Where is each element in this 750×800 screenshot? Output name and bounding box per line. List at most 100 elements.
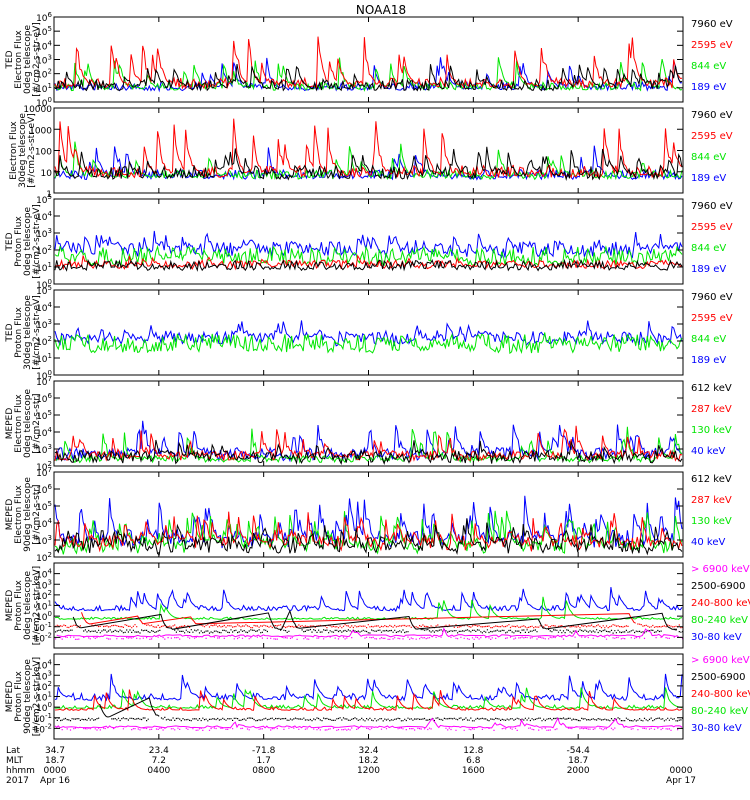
panel-8-series-4-dots bbox=[55, 716, 684, 722]
panel-7-series-2 bbox=[54, 596, 683, 620]
panel-8-series-2 bbox=[55, 687, 683, 710]
panel-3-series-3 bbox=[55, 254, 683, 271]
panel-5-series-4 bbox=[54, 439, 683, 466]
panel-5-legend-4: 40 keV bbox=[691, 446, 725, 457]
x-axis-labels: Lat 34.7 23.4 -71.8 32.4 12.8 -54.4 MLT 18.7 7.2 1… bbox=[6, 746, 696, 786]
panel-2: 1 10 100 1000 10000 Electron Flux 30deg telesc… bbox=[9, 105, 733, 200]
panel-2-ytick-label-0: 1 bbox=[46, 190, 52, 200]
panel-6-ytick-label-0: 102 bbox=[36, 551, 52, 564]
xaxis-row-3-tick-6: 0000 bbox=[670, 766, 693, 776]
xaxis-row-label-4: 2017 bbox=[6, 776, 29, 786]
panel-4-legend-4: 189 eV bbox=[691, 355, 726, 366]
panel-6-legend-2: 287 keV bbox=[691, 495, 732, 506]
panel-8-ylabel-4: [#/cm2-s-str-keV] bbox=[32, 657, 42, 736]
panel-8-legend-3: 240-800 keV bbox=[691, 689, 750, 700]
panel-2-series-4 bbox=[54, 146, 683, 181]
xaxis-row-1-tick-0: 34.7 bbox=[45, 746, 65, 756]
xaxis-row-3-tick-2: 0800 bbox=[252, 766, 275, 776]
panel-7-series-4-dots bbox=[55, 628, 684, 634]
panel-7-ylabel-3: 0deg telescope bbox=[23, 571, 33, 641]
panel-8-series-4 bbox=[99, 697, 160, 718]
panel-7-ylabel-4: [#/cm2-s-str-keV] bbox=[32, 566, 42, 645]
panel-7-series-4 bbox=[72, 609, 678, 630]
xaxis-row-2-tick-0: 18.7 bbox=[45, 756, 65, 766]
panel-1-ylabel-2: Electron Flux bbox=[14, 30, 24, 89]
panel-4-series-2 bbox=[54, 332, 683, 355]
xaxis-row-3-tick-4: 1600 bbox=[462, 766, 485, 776]
xaxis-row-2-tick-3: 18.2 bbox=[358, 756, 378, 766]
panel-5-legend-3: 130 keV bbox=[691, 425, 732, 436]
panel-7-series-5-dots bbox=[55, 636, 684, 640]
panel-6-ylabel-4: [#/cm2-s-str] bbox=[32, 484, 42, 544]
panel-6-series-1 bbox=[54, 495, 683, 549]
panel-7-series-5 bbox=[56, 627, 679, 638]
panel-7-legend-5: 30-80 keV bbox=[691, 632, 742, 643]
panel-2-ylabel-3: [#/cm2-s-str-eV] bbox=[27, 113, 37, 188]
panel-2-ytick-label-3: 1000 bbox=[29, 126, 52, 136]
panel-5-legend-1: 612 keV bbox=[691, 383, 732, 394]
panel-2-ylabel-1: Electron Flux bbox=[9, 121, 19, 180]
panel-6-series-2 bbox=[54, 510, 683, 555]
xaxis-row-3-tick-0: 0000 bbox=[44, 766, 67, 776]
xaxis-row-label-3: hhmm bbox=[6, 766, 35, 776]
panel-4-ylabel-2: Proton Flux bbox=[14, 307, 24, 358]
panel-2-ylabel-2: 30deg telescope bbox=[18, 113, 28, 188]
panel-4-series-1 bbox=[54, 320, 683, 347]
panel-6-legend-4: 40 keV bbox=[691, 537, 725, 548]
panel-8-ylabel-3: 90deg telescope bbox=[23, 659, 33, 734]
panel-2-frame bbox=[53, 107, 684, 194]
xaxis-row-1-tick-2: -71.8 bbox=[252, 746, 276, 756]
xaxis-row-3-tick-1: 0400 bbox=[147, 766, 170, 776]
panel-5-ylabel-4: [#/cm2-s-str] bbox=[32, 393, 42, 453]
panel-1-ylabel-4: [#/cm2-s-str-eV] bbox=[32, 22, 42, 97]
panel-8-series-1 bbox=[54, 673, 683, 702]
xaxis-row-2-tick-5: 18.7 bbox=[568, 756, 588, 766]
panel-6-legend-3: 130 keV bbox=[691, 516, 732, 527]
panel-8-legend-2: 2500-6900 bbox=[691, 672, 746, 683]
panel-2-legend-1: 7960 eV bbox=[691, 110, 733, 121]
panel-7-series-3 bbox=[81, 612, 636, 625]
panel-3-ytick-label-5: 105 bbox=[36, 193, 52, 206]
panel-2-legend-3: 844 eV bbox=[691, 152, 726, 163]
panel-1-series-4 bbox=[55, 64, 683, 92]
panel-3-legend-1: 7960 eV bbox=[691, 201, 733, 212]
panel-4-ylabel-4: [#/cm2-s-str-eV] bbox=[32, 295, 42, 370]
panel-6-series-3 bbox=[54, 511, 683, 553]
panel-2-ytick-label-2: 100 bbox=[35, 148, 52, 158]
xaxis-row-3-tick-3: 1200 bbox=[357, 766, 380, 776]
panel-6-legend-1: 612 keV bbox=[691, 474, 732, 485]
panel-3-ylabel-4: [#/cm2-s-str-eV] bbox=[32, 204, 42, 279]
panel-8-ylabel-2: Proton Flux bbox=[14, 671, 24, 722]
xaxis-row-2-tick-4: 6.8 bbox=[466, 756, 481, 766]
panel-5-ylabel-2: Electron Flux bbox=[14, 394, 24, 453]
panel-6-ylabel-3: 90deg telescope bbox=[23, 477, 33, 552]
panel-6-ylabel-1: MEPED bbox=[5, 499, 15, 531]
panel-2-ytick-label-4: 10000 bbox=[23, 105, 52, 115]
panel-4-ylabel-1: TED bbox=[5, 323, 15, 342]
panel-8-series-5 bbox=[54, 716, 683, 729]
panel-1-legend-4: 189 eV bbox=[691, 82, 726, 93]
panel-5-series-1 bbox=[54, 420, 683, 463]
panel-4-legend-3: 844 eV bbox=[691, 334, 726, 345]
panel-1-ylabel-3: 0deg telescope bbox=[23, 25, 33, 95]
panel-3-ylabel-1: TED bbox=[5, 232, 15, 251]
xaxis-row-1-tick-1: 23.4 bbox=[149, 746, 169, 756]
panel-3-ylabel-2: Proton Flux bbox=[14, 216, 24, 267]
panel-6-ylabel-2: Electron Flux bbox=[14, 485, 24, 544]
panel-1-legend-1: 7960 eV bbox=[691, 19, 733, 30]
panel-2-legend-4: 189 eV bbox=[691, 173, 726, 184]
xaxis-row-4-tick-0: Apr 16 bbox=[40, 776, 70, 786]
panel-8-legend-4: 80-240 keV bbox=[691, 706, 748, 717]
xaxis-row-1-tick-5: -54.4 bbox=[567, 746, 591, 756]
panel-7-legend-1: > 6900 keV bbox=[691, 564, 750, 575]
panel-7-legend-3: 240-800 keV bbox=[691, 598, 750, 609]
chart-title: NOAA18 bbox=[356, 3, 406, 17]
panel-7-series-3-dots bbox=[55, 623, 684, 629]
